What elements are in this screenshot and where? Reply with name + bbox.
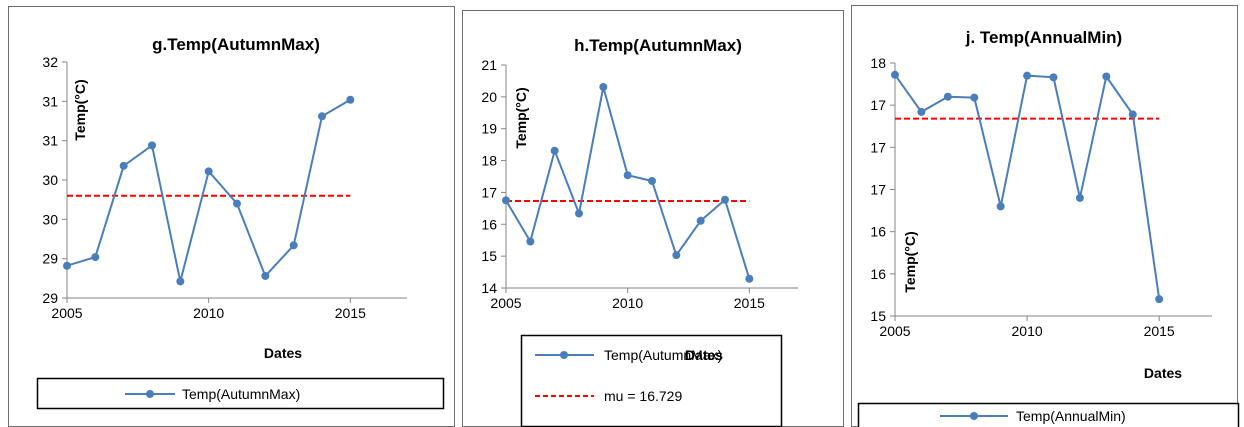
chart-h-data-point — [575, 209, 583, 218]
chart-g-title: g.Temp(AutumnMax) — [152, 35, 320, 54]
chart-h-y-tick-label: 20 — [481, 89, 497, 105]
chart-j-y-tick-label: 17 — [870, 97, 886, 113]
chart-h-legend-mu-label: mu = 16.729 — [604, 388, 682, 404]
chart-h-y-tick-label: 15 — [481, 248, 497, 264]
chart-g-data-point — [119, 161, 128, 170]
chart-j-data-point — [891, 70, 899, 79]
chart-h-data-point — [599, 82, 608, 91]
chart-g-legend — [36, 377, 445, 410]
chart-h-legend-series-marker — [560, 351, 568, 359]
chart-j-x-axis-label: Dates — [1144, 365, 1182, 381]
chart-h-data-point — [745, 274, 754, 283]
chart-j-data-point — [1075, 193, 1084, 202]
chart-g-data-point — [148, 141, 156, 150]
chart-g-data-point — [318, 112, 326, 121]
chart-h-data-point — [672, 251, 681, 260]
chart-h-y-tick-label: 16 — [481, 216, 497, 232]
chart-g-x-tick-label: 2010 — [193, 305, 224, 321]
chart-g-legend-label: Temp(AutumnMax) — [182, 386, 300, 402]
chart-g-data-point — [233, 199, 241, 208]
chart-j-y-tick-label: 17 — [870, 139, 886, 155]
chart-h-data-point — [550, 146, 559, 155]
chart-g-y-tick-label: 30 — [42, 211, 58, 227]
chart-g-y-tick-label: 30 — [42, 172, 58, 188]
chart-h-data-point — [526, 237, 535, 246]
chart-j-legend-marker — [970, 412, 978, 420]
chart-j-legend-label: Temp(AnnualMin) — [1016, 408, 1126, 424]
chart-g-legend-marker — [146, 390, 154, 398]
chart-j-data-point — [1049, 73, 1058, 82]
chart-j-data-point — [1023, 71, 1032, 80]
chart-g-y-tick-label: 31 — [42, 93, 58, 109]
chart-j-x-tick-label: 2005 — [879, 323, 910, 339]
chart-h-x-tick-label: 2005 — [490, 295, 521, 311]
chart-j-plot: 15 16 16 17 17 17 18 2005 2010 2015 — [870, 55, 1212, 339]
chart-g-x-axis-label: Dates — [264, 345, 302, 361]
chart-g-data-point — [204, 167, 213, 176]
chart-j-title: j. Temp(AnnualMin) — [965, 28, 1122, 47]
chart-g-data-point — [91, 253, 100, 262]
chart-j-data-point — [1155, 295, 1164, 304]
chart-j-frame — [851, 5, 1238, 427]
chart-j-y-tick-label: 18 — [870, 55, 886, 71]
chart-j-x-tick-label: 2010 — [1012, 323, 1043, 339]
chart-h-y-tick-label: 19 — [481, 121, 497, 137]
chart-g-data-point — [63, 261, 71, 270]
chart-h-legend — [520, 334, 783, 427]
chart-g-data-point — [176, 277, 185, 286]
chart-j-y-tick-label: 16 — [870, 266, 886, 282]
chart-j-y-axis-label: Temp(°C) — [902, 231, 918, 292]
chart-g-plot: 29 29 30 30 31 31 32 2005 2010 2015 — [42, 54, 407, 321]
chart-j-data-point — [996, 202, 1005, 211]
chart-h-title: h.Temp(AutumnMax) — [574, 36, 742, 55]
chart-h-data-point — [648, 176, 656, 185]
chart-h-data-point — [696, 216, 705, 225]
chart-g-y-tick-label: 29 — [42, 251, 58, 267]
chart-h-data-point — [502, 196, 510, 205]
chart-g-y-tick-label: 29 — [42, 290, 58, 306]
chart-h-y-tick-label: 18 — [481, 153, 497, 169]
chart-g-data-point — [346, 95, 355, 104]
chart-g-y-tick-label: 32 — [42, 54, 58, 70]
chart-h-legend-series-label: Temp(AutumnMax) — [604, 347, 722, 363]
chart-h-data-point — [721, 195, 729, 204]
chart-j-data-point — [1128, 110, 1137, 119]
chart-g-y-tick-label: 31 — [42, 133, 58, 149]
chart-h-y-tick-label: 17 — [481, 184, 497, 200]
chart-j-series-line — [894, 74, 1161, 300]
chart-j-data-point — [970, 93, 979, 102]
chart-j-y-tick-label: 17 — [870, 182, 886, 198]
chart-g-x-tick-label: 2015 — [335, 305, 366, 321]
chart-g-series-line — [66, 98, 351, 282]
chart-h-y-tick-label: 21 — [481, 57, 497, 73]
chart-j-legend — [857, 402, 1240, 427]
chart-h-series-line — [505, 86, 751, 280]
chart-g-y-axis-label: Temp(°C) — [72, 79, 88, 140]
chart-h-x-axis-label: Dates — [685, 347, 723, 363]
chart-h-y-tick-label: 14 — [481, 280, 497, 296]
chart-h-y-axis-label: Temp(°C) — [513, 87, 529, 148]
chart-j-data-point — [1102, 72, 1111, 81]
chart-h-x-tick-label: 2010 — [612, 295, 643, 311]
chart-j-x-tick-label: 2015 — [1144, 323, 1175, 339]
chart-g-data-point — [289, 241, 298, 250]
chart-h-data-point — [623, 171, 632, 180]
chart-j-data-point — [917, 107, 926, 116]
chart-g-frame — [8, 6, 455, 427]
chart-g-x-tick-label: 2005 — [51, 305, 82, 321]
chart-h-plot: 14 15 16 17 18 19 20 21 2005 2010 2015 — [481, 57, 798, 311]
chart-h-x-tick-label: 2015 — [734, 295, 765, 311]
chart-g-data-point — [261, 271, 270, 280]
chart-j-y-tick-label: 15 — [870, 308, 886, 324]
chart-j-data-point — [943, 92, 952, 101]
chart-j-y-tick-label: 16 — [870, 224, 886, 240]
